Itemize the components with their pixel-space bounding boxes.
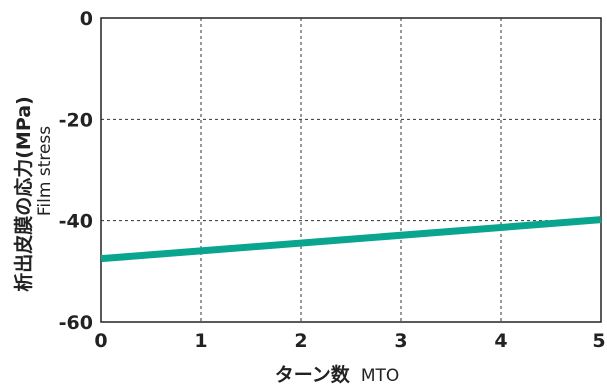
series-line bbox=[100, 216, 602, 263]
y-tick-label: 0 bbox=[80, 8, 93, 30]
x-tick-label: 2 bbox=[294, 330, 307, 352]
series-group bbox=[100, 216, 602, 263]
x-axis-title: ターン数 bbox=[275, 363, 351, 386]
y-tick-label: -20 bbox=[59, 109, 93, 131]
y-tick-labels: 0 -20 -40 -60 bbox=[59, 8, 93, 334]
x-axis-unit: MTO bbox=[361, 366, 399, 386]
y-axis-subtitle: Film stress bbox=[35, 126, 55, 216]
x-tick-label: 0 bbox=[94, 330, 107, 352]
x-tick-label: 4 bbox=[494, 330, 507, 352]
plot-area-frame bbox=[100, 17, 602, 323]
y-axis-title: 析出皮膜の応力(MPa) bbox=[12, 96, 35, 292]
x-axis-title-group: ターン数 MTO bbox=[275, 363, 400, 386]
x-tick-labels: 0 1 2 3 4 5 bbox=[94, 330, 605, 352]
x-tick-label: 5 bbox=[592, 330, 605, 352]
grid-lines bbox=[101, 18, 601, 322]
y-tick-label: -60 bbox=[59, 312, 93, 334]
y-tick-label: -40 bbox=[59, 211, 93, 233]
x-tick-label: 3 bbox=[394, 330, 407, 352]
x-tick-label: 1 bbox=[194, 330, 207, 352]
